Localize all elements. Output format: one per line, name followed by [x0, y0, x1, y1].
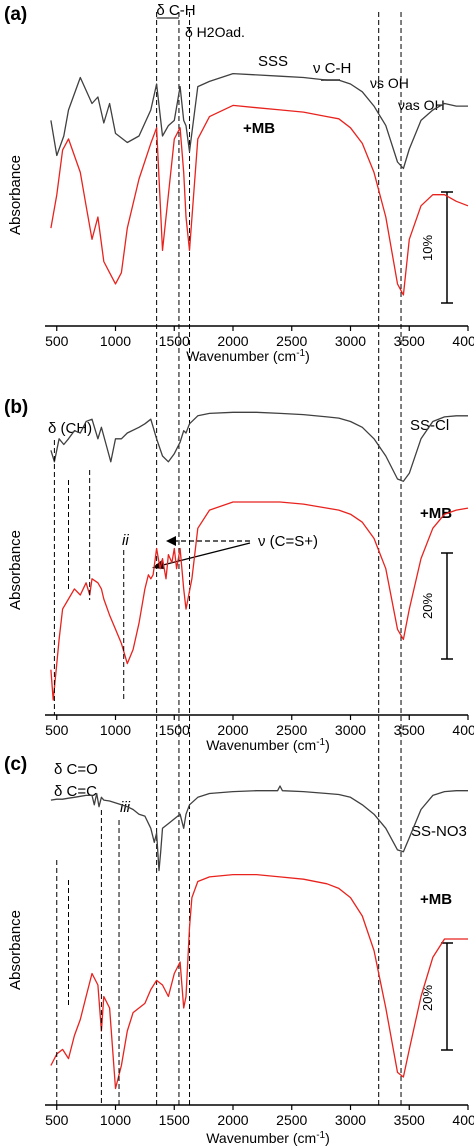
- panel-label: (b): [4, 397, 28, 418]
- annotation-iii: iii: [120, 799, 131, 816]
- panel-label: (a): [4, 4, 27, 25]
- x-tick-labels: 500 1000 1500 2000 2500 3000 3500 4000: [45, 1105, 474, 1128]
- x-axis-label-tail: ): [325, 737, 330, 753]
- annotation-delta-h2o: δ H2Oad.: [185, 24, 245, 40]
- panel-c: (c) Absorbance 500 1000 1500 2000 2500 3000 35…: [4, 754, 474, 1146]
- panel-b: (b) Absorbance 500 1000 1500 2000 2500 3000 35…: [4, 397, 474, 753]
- x-tick-label: 2000: [217, 333, 248, 349]
- annotation-nus-oh: νs OH: [370, 75, 409, 91]
- panel-a: (a) Absorbance 500 1000 1500 2000 2500 3000 35…: [4, 2, 474, 364]
- x-axis-label-main: Wavenumber (cm: [206, 737, 316, 753]
- x-axis-label-tail: ): [325, 1130, 330, 1146]
- x-tick-label: 2000: [217, 722, 248, 738]
- series-label-ss-no3: SS-NO3: [411, 823, 467, 840]
- scale-bar-label: 10%: [420, 235, 435, 261]
- nu-cs-arrows: [152, 536, 251, 569]
- scale-bar-label: 20%: [420, 593, 435, 619]
- series-line-mb: [50, 501, 469, 701]
- annotation-delta-co: δ C=O: [54, 761, 98, 778]
- scale-bar: [441, 191, 453, 304]
- annotation-nu-cs: ν (C=S+): [258, 533, 318, 550]
- series-line-mb: [50, 104, 469, 296]
- x-tick-label: 1000: [100, 1112, 131, 1128]
- annotation-nuas-oh: νas OH: [398, 97, 445, 113]
- x-tick-label: 1000: [100, 333, 131, 349]
- series-label-sss: SSS: [258, 53, 288, 70]
- x-tick-label: 500: [45, 333, 69, 349]
- series-label-mb: +MB: [420, 891, 452, 908]
- y-axis-label: Absorbance: [7, 155, 24, 235]
- x-tick-label: 500: [45, 722, 69, 738]
- x-tick-label: 4000: [452, 333, 474, 349]
- y-axis-label: Absorbance: [7, 910, 24, 990]
- annotation-nu-ch: ν C-H: [313, 60, 351, 77]
- x-tick-label: 3000: [335, 722, 366, 738]
- x-tick-label: 3000: [335, 1112, 366, 1128]
- x-tick-label: 2000: [217, 1112, 248, 1128]
- x-axis-label: Wavenumber (cm-1): [206, 737, 330, 753]
- x-tick-label: 1500: [159, 722, 190, 738]
- x-tick-label: 500: [45, 1112, 69, 1128]
- band-guide-lines: [156, 12, 402, 1105]
- series-line-sample: [50, 411, 468, 482]
- x-tick-labels: 500 1000 1500 2000 2500 3000 3500 4000: [45, 326, 474, 349]
- x-tick-label: 3500: [394, 722, 425, 738]
- series-label-mb: +MB: [420, 505, 452, 522]
- series-line-sample: [50, 785, 468, 872]
- x-axis-label-main: Wavenumber (cm: [186, 348, 296, 364]
- y-axis-label: Absorbance: [7, 530, 24, 610]
- x-tick-label: 3000: [335, 333, 366, 349]
- x-axis-label-sup: -1: [316, 737, 325, 748]
- scale-bar-label: 20%: [420, 985, 435, 1011]
- series-line-sample: [50, 72, 468, 170]
- scale-bar: [441, 552, 453, 660]
- x-tick-label: 3500: [394, 333, 425, 349]
- x-tick-label: 4000: [452, 722, 474, 738]
- x-axis-label-sup: -1: [316, 1130, 325, 1141]
- x-axis-label: Wavenumber (cm-1): [186, 348, 310, 364]
- x-axis-label: Wavenumber (cm-1): [206, 1130, 330, 1146]
- x-axis-label-main: Wavenumber (cm: [206, 1130, 316, 1146]
- x-axis-label-tail: ): [305, 348, 310, 364]
- x-tick-label: 4000: [452, 1112, 474, 1128]
- x-tick-label: 2500: [276, 722, 307, 738]
- x-tick-label: 1500: [159, 333, 190, 349]
- x-tick-label: 2500: [276, 333, 307, 349]
- x-tick-label: 1500: [159, 1112, 190, 1128]
- series-line-mb: [50, 873, 468, 1090]
- series-label-mb: +MB: [243, 120, 275, 137]
- x-tick-label: 3500: [394, 1112, 425, 1128]
- annotation-delta-ch: δ C-H: [156, 2, 195, 19]
- x-tick-labels: 500 1000 1500 2000 2500 3000 3500 4000: [45, 715, 474, 738]
- panel-label: (c): [4, 754, 27, 775]
- x-tick-label: 1000: [100, 722, 131, 738]
- x-tick-label: 2500: [276, 1112, 307, 1128]
- x-axis-label-sup: -1: [296, 348, 305, 359]
- annotation-ii: ii: [122, 532, 129, 549]
- scale-bar: [441, 942, 453, 1051]
